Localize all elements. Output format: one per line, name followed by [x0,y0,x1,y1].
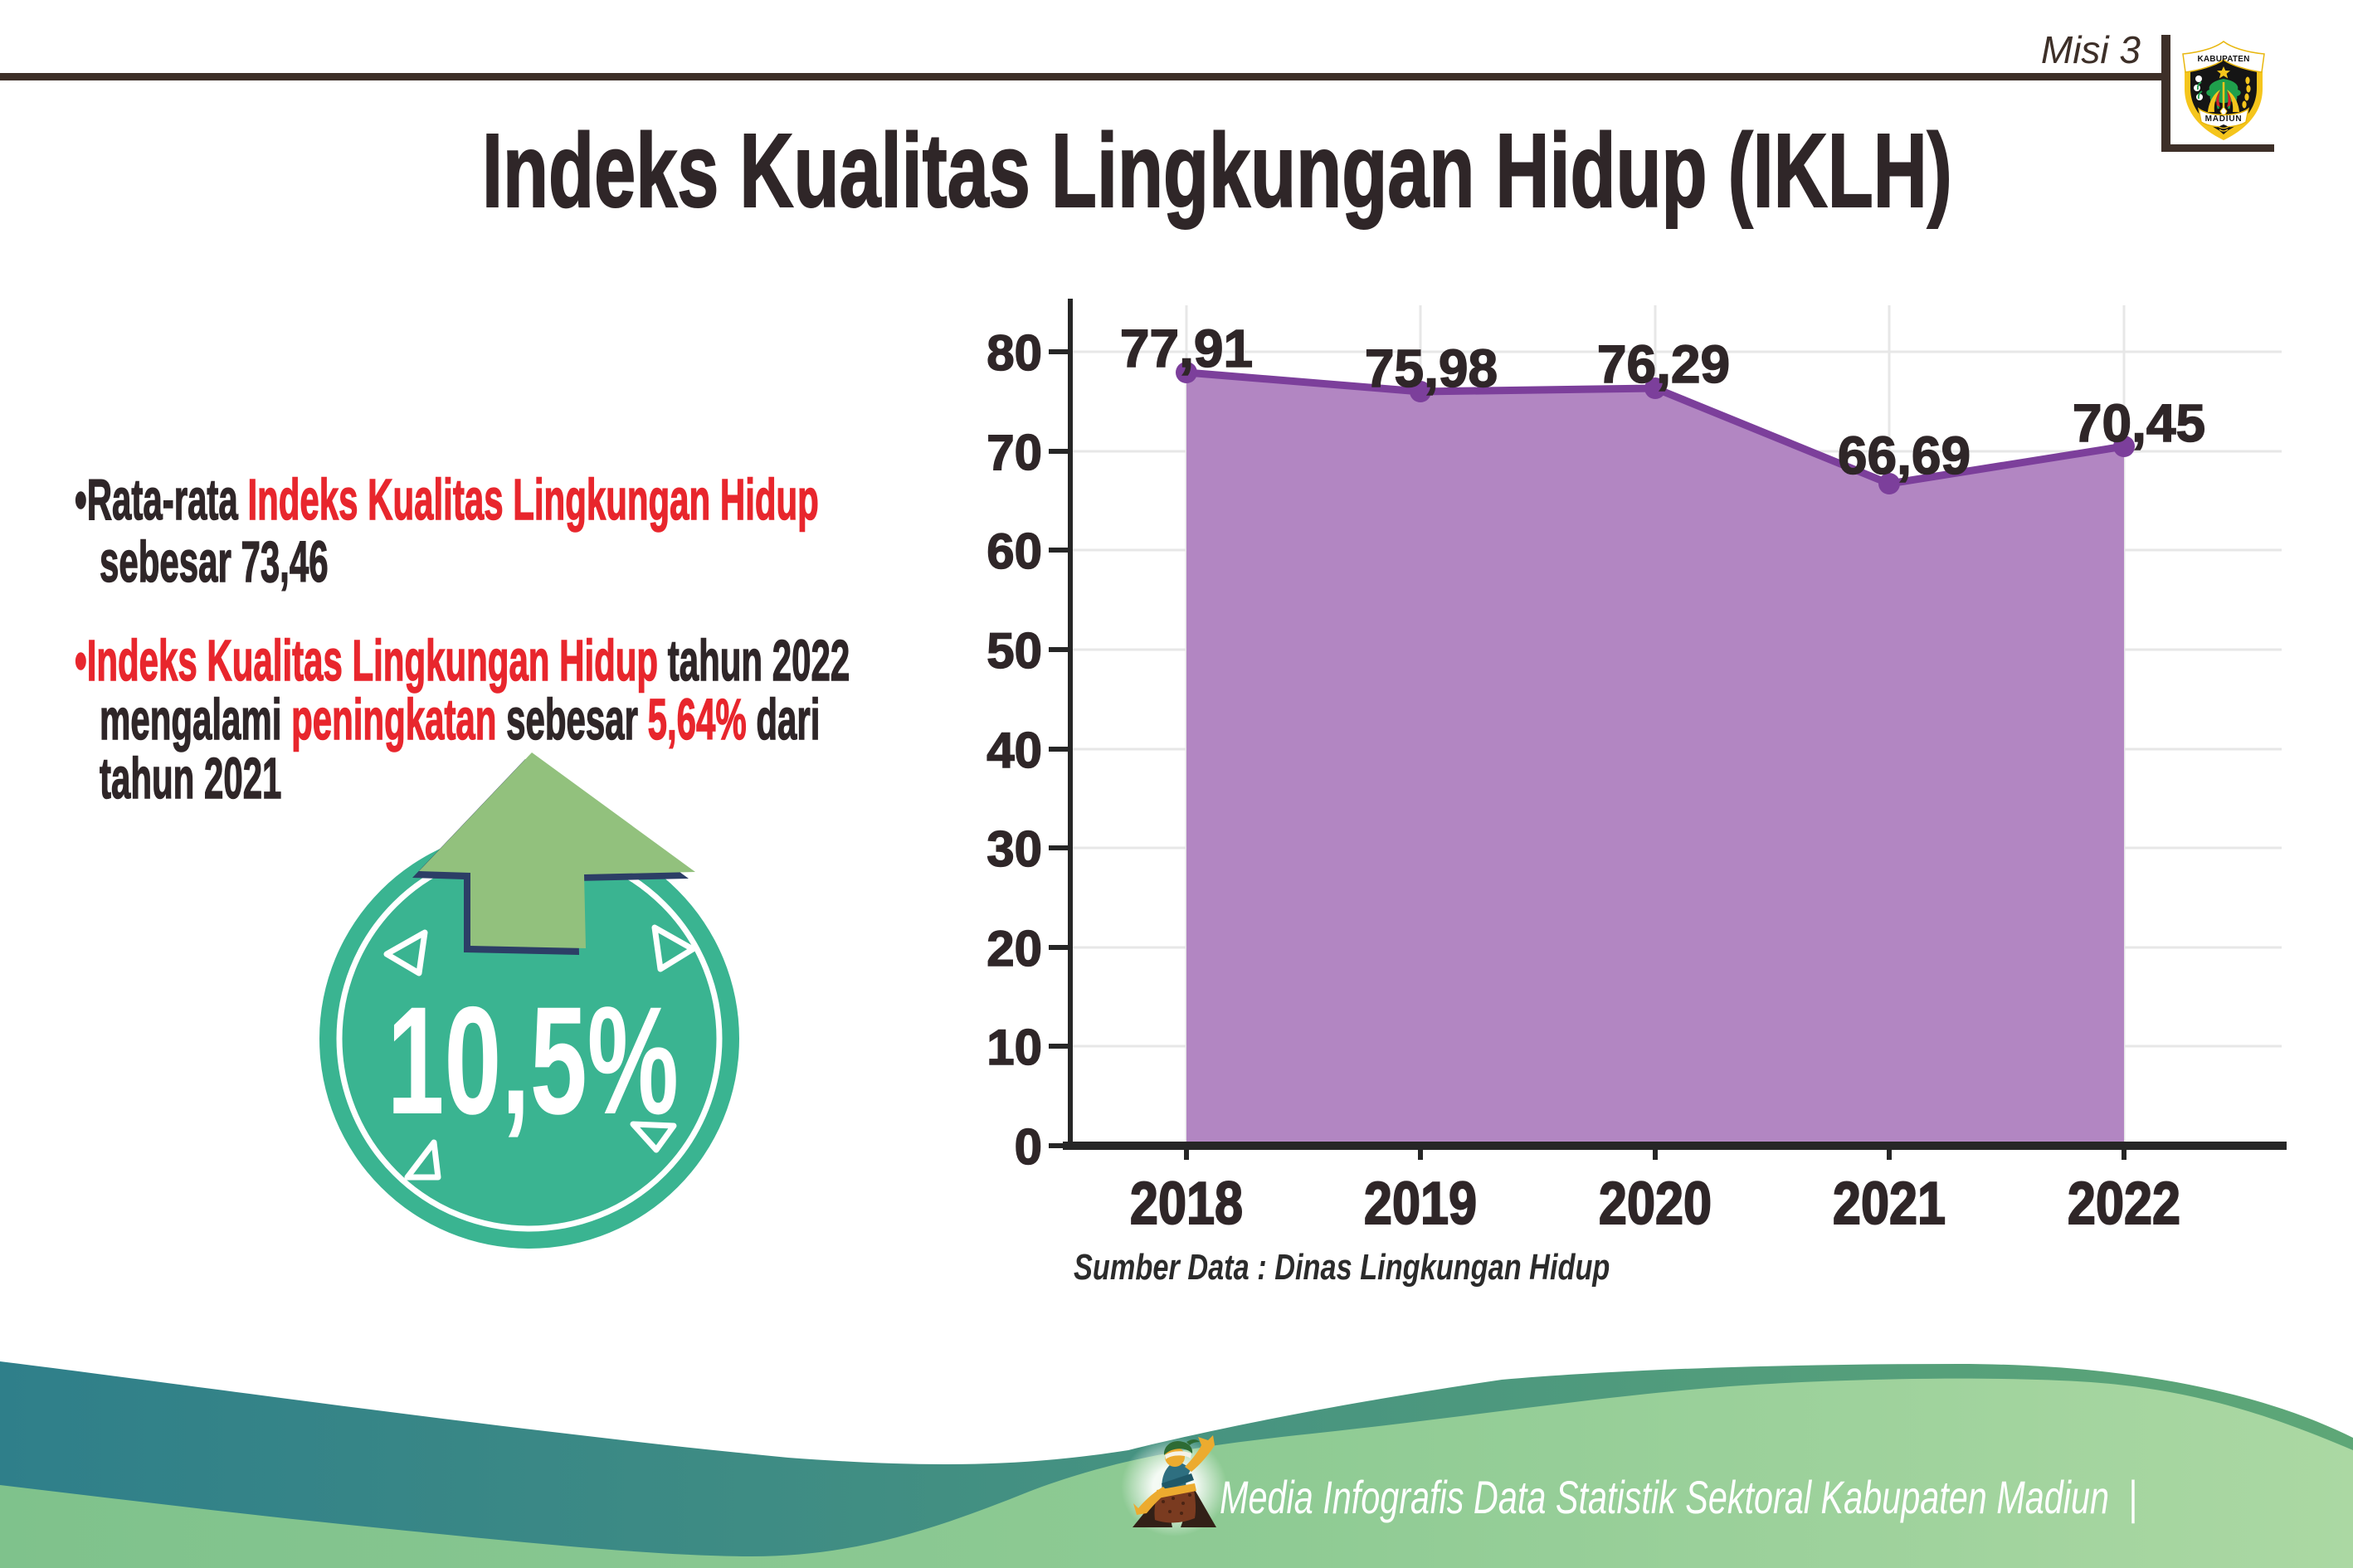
svg-text:KABUPATEN: KABUPATEN [2197,55,2249,64]
svg-text:MADIUN: MADIUN [2205,114,2243,124]
